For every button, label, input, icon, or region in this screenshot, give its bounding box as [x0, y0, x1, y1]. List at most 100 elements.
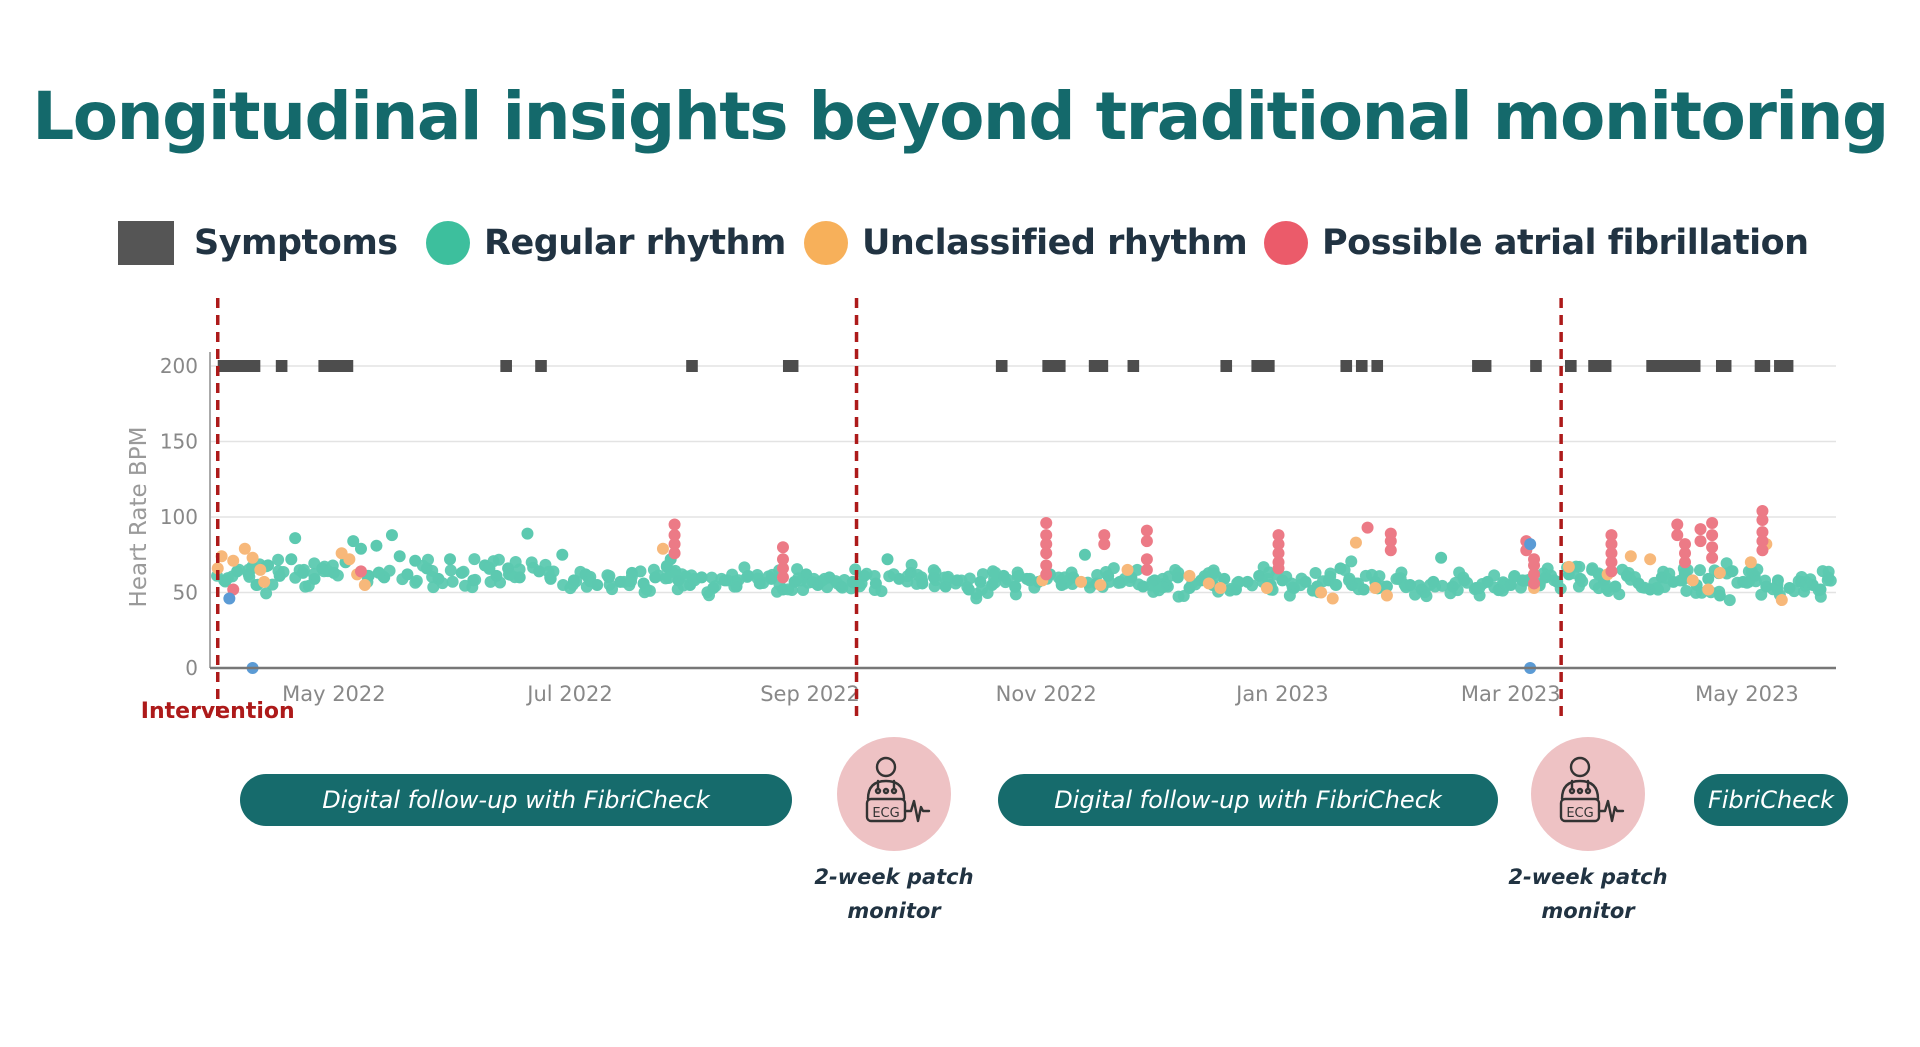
- ecg-caption-1: 2-week patch monitor: [784, 860, 1004, 928]
- data-point-cluster: [1461, 576, 1474, 589]
- data-point-cluster: [308, 557, 321, 570]
- legend-afib-dot: [1264, 221, 1308, 265]
- data-point: [668, 538, 681, 551]
- data-point-cluster: [738, 561, 751, 574]
- data-point-cluster: [1345, 555, 1358, 568]
- symptom-bar: [1774, 360, 1794, 372]
- y-tick-label: 150: [160, 430, 198, 454]
- data-point: [776, 553, 789, 566]
- data-point: [258, 575, 271, 588]
- data-point-cluster: [771, 585, 784, 598]
- data-point: [1326, 592, 1339, 605]
- data-point: [1605, 538, 1618, 551]
- data-point: [1078, 548, 1091, 561]
- data-point-cluster: [868, 583, 881, 596]
- data-point: [444, 553, 457, 566]
- data-point: [354, 565, 367, 578]
- data-point-cluster: [1453, 566, 1466, 579]
- legend-item-unclassified: Unclassified rhythm: [804, 218, 1248, 268]
- data-point-cluster: [427, 581, 440, 594]
- data-point: [1140, 553, 1153, 566]
- data-point-cluster: [1295, 572, 1308, 585]
- symptom-bar: [1127, 360, 1140, 372]
- ecg-caption-line1: 2-week patch: [1508, 865, 1668, 889]
- data-point: [1218, 572, 1231, 585]
- data-point: [358, 578, 371, 591]
- data-point-cluster: [1283, 589, 1296, 602]
- data-point-cluster: [1759, 574, 1772, 587]
- data-point: [1706, 551, 1719, 564]
- data-point: [1140, 563, 1153, 576]
- data-point: [1349, 536, 1362, 549]
- data-point-cluster: [1498, 581, 1511, 594]
- legend-item-afib: Possible atrial fibrillation: [1264, 218, 1809, 268]
- data-point-cluster: [426, 570, 439, 583]
- data-point: [1214, 581, 1227, 594]
- data-point-cluster: [1680, 584, 1693, 597]
- data-point: [1260, 581, 1273, 594]
- data-point-cluster: [981, 587, 994, 600]
- page-title: Longitudinal insights beyond traditional…: [32, 78, 1889, 155]
- data-point: [1075, 575, 1088, 588]
- data-point-cluster: [272, 565, 285, 578]
- data-point: [1756, 544, 1769, 557]
- symptom-layer: [217, 360, 1794, 372]
- data-point: [1040, 547, 1053, 560]
- data-point: [1140, 535, 1153, 548]
- data-point: [1679, 556, 1692, 569]
- data-point: [1121, 563, 1134, 576]
- data-point-cluster: [1740, 576, 1753, 589]
- data-point-cluster: [1616, 563, 1629, 576]
- data-point-cluster: [1822, 565, 1835, 578]
- data-point: [556, 548, 569, 561]
- y-tick-label: 100: [160, 505, 198, 529]
- x-tick-label: May 2023: [1695, 682, 1799, 706]
- symptom-bar: [275, 360, 288, 372]
- ecg-caption-2: 2-week patch monitor: [1478, 860, 1698, 928]
- data-point: [1756, 526, 1769, 539]
- symptom-bar: [782, 360, 799, 372]
- data-point-cluster: [1172, 566, 1185, 579]
- data-point-cluster: [317, 565, 330, 578]
- data-point-cluster: [492, 553, 505, 566]
- data-point-cluster: [544, 571, 557, 584]
- symptom-bar: [1088, 360, 1109, 372]
- data-point: [1140, 524, 1153, 537]
- data-point-cluster: [1488, 569, 1501, 582]
- data-point: [521, 527, 534, 540]
- data-point: [1679, 538, 1692, 551]
- data-point-cluster: [999, 576, 1012, 589]
- data-point-cluster: [1324, 567, 1337, 580]
- data-point: [1756, 514, 1769, 527]
- data-point-cluster: [1359, 569, 1372, 582]
- x-tick-label: Jan 2023: [1234, 682, 1329, 706]
- data-point-cluster: [1156, 581, 1169, 594]
- data-point: [1756, 535, 1769, 548]
- data-point-cluster: [1624, 573, 1637, 586]
- symptom-bar: [995, 360, 1008, 372]
- ecg-monitor-1: ECG: [837, 737, 951, 851]
- data-point: [393, 550, 406, 563]
- data-point-cluster: [494, 576, 507, 589]
- data-point: [776, 571, 789, 584]
- data-point-cluster: [1545, 569, 1558, 582]
- data-point: [1744, 556, 1757, 569]
- data-point: [881, 553, 894, 566]
- data-point-cluster: [1246, 579, 1259, 592]
- data-point-cluster: [469, 573, 482, 586]
- x-tick-label: Mar 2023: [1461, 682, 1561, 706]
- symptom-bar: [1355, 360, 1368, 372]
- data-point-cluster: [792, 572, 805, 585]
- data-point-cluster: [815, 575, 828, 588]
- data-point-cluster: [1508, 571, 1521, 584]
- data-point-cluster: [383, 564, 396, 577]
- symptom-bar: [1340, 360, 1353, 372]
- data-point: [347, 535, 360, 548]
- data-point: [223, 592, 236, 605]
- data-point-cluster: [1028, 581, 1041, 594]
- data-point: [1706, 529, 1719, 542]
- legend-item-regular: Regular rhythm: [426, 218, 786, 268]
- data-point-cluster: [901, 575, 914, 588]
- data-point: [1384, 544, 1397, 557]
- symptom-bar: [535, 360, 547, 372]
